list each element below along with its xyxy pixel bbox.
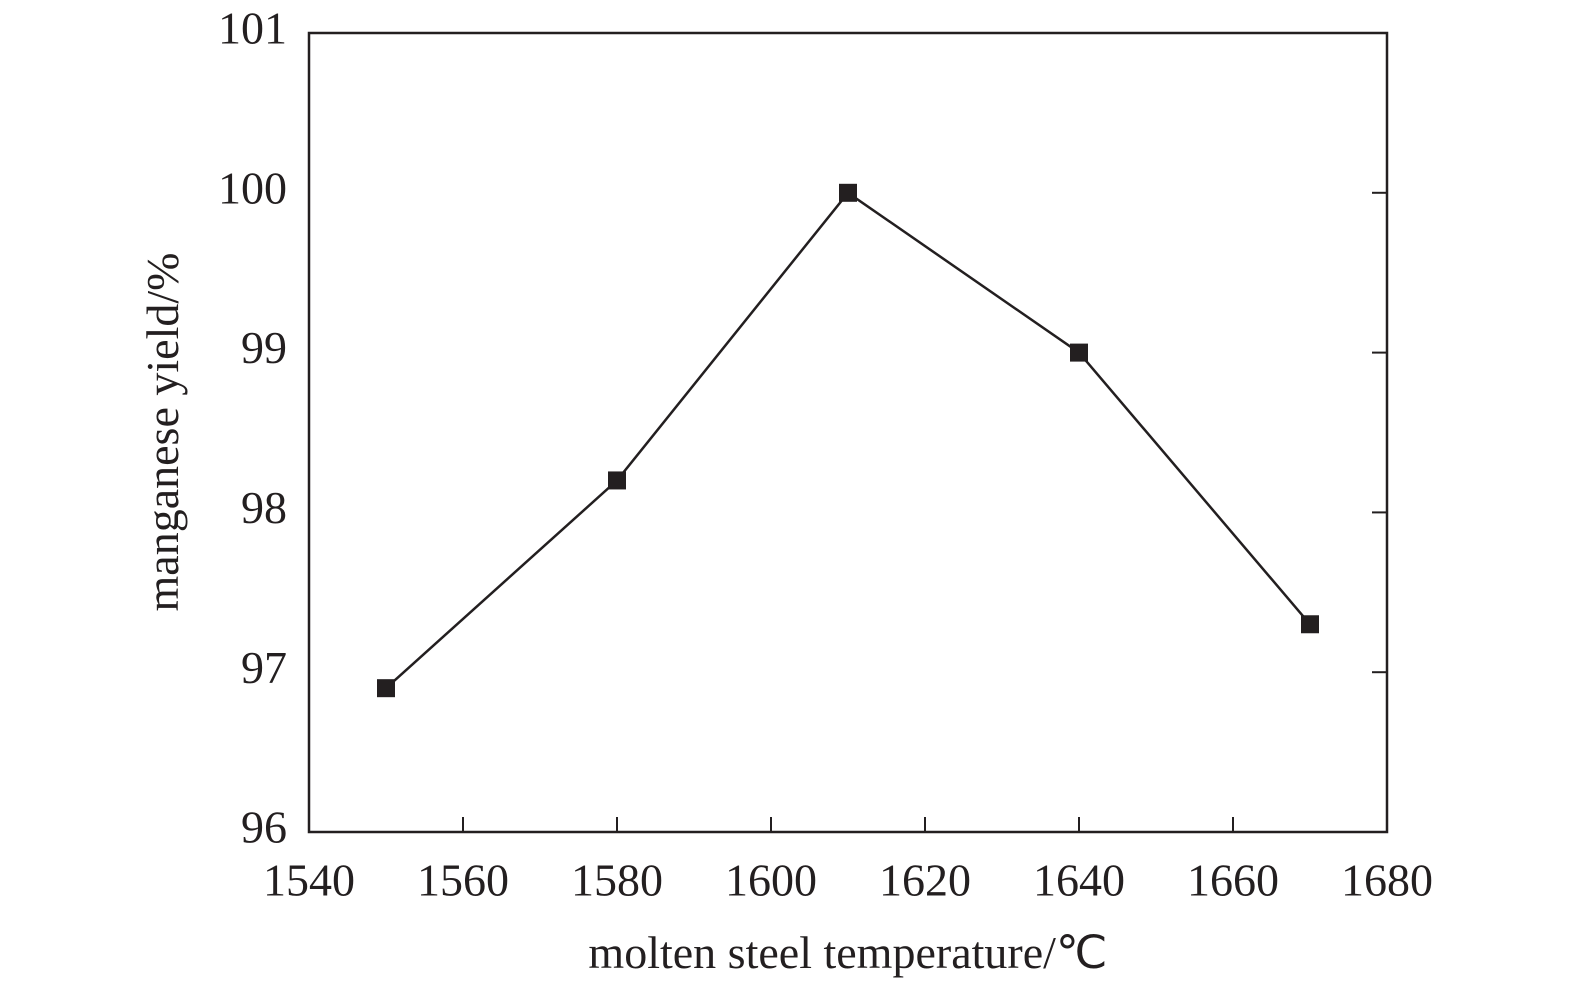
x-tick-label: 1600 <box>725 855 817 906</box>
x-tick-label: 1620 <box>879 855 971 906</box>
y-tick-label: 98 <box>241 482 287 533</box>
marker <box>1301 615 1319 634</box>
y-tick-label: 99 <box>241 322 287 373</box>
plot-frame <box>307 31 1389 834</box>
y-tick-label: 101 <box>218 3 287 54</box>
marker <box>608 471 626 490</box>
x-tick-label: 1560 <box>417 855 509 906</box>
marker <box>377 679 395 698</box>
y-tick-label: 96 <box>241 802 287 853</box>
x-tick-label: 1640 <box>1033 855 1125 906</box>
x-tick-label: 1680 <box>1341 855 1433 906</box>
series-line <box>385 191 1311 690</box>
x-tick-label: 1540 <box>263 855 355 906</box>
y-tick-label: 97 <box>241 642 287 693</box>
marker <box>839 183 857 202</box>
x-tick-label: 1660 <box>1187 855 1279 906</box>
x-axis-label: molten steel temperature/℃ <box>588 927 1107 978</box>
y-axis-label: manganese yield/% <box>137 253 188 612</box>
x-tick-label: 1580 <box>571 855 663 906</box>
marker <box>1070 343 1088 362</box>
y-tick-label: 100 <box>218 162 287 213</box>
